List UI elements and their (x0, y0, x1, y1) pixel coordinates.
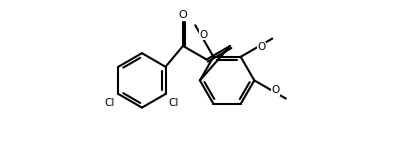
Text: Cl: Cl (105, 98, 115, 108)
Text: O: O (199, 30, 208, 40)
Text: O: O (258, 42, 266, 52)
Text: Cl: Cl (169, 98, 179, 108)
Text: O: O (271, 85, 279, 95)
Text: O: O (179, 10, 187, 20)
